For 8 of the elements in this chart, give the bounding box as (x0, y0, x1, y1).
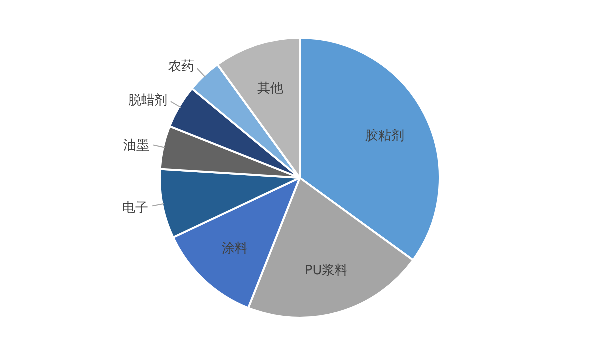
slice-label: 其他 (258, 81, 284, 96)
slice-label: 脱蜡剂 (128, 92, 168, 109)
slice-label: 油墨 (124, 138, 150, 154)
slice-label: 电子 (122, 200, 149, 216)
slice-label: 胶粘剂 (365, 128, 404, 144)
slice-label: 农药 (168, 60, 195, 75)
slice-label: 涂料 (222, 241, 248, 256)
slice-label: PU浆料 (304, 263, 348, 278)
